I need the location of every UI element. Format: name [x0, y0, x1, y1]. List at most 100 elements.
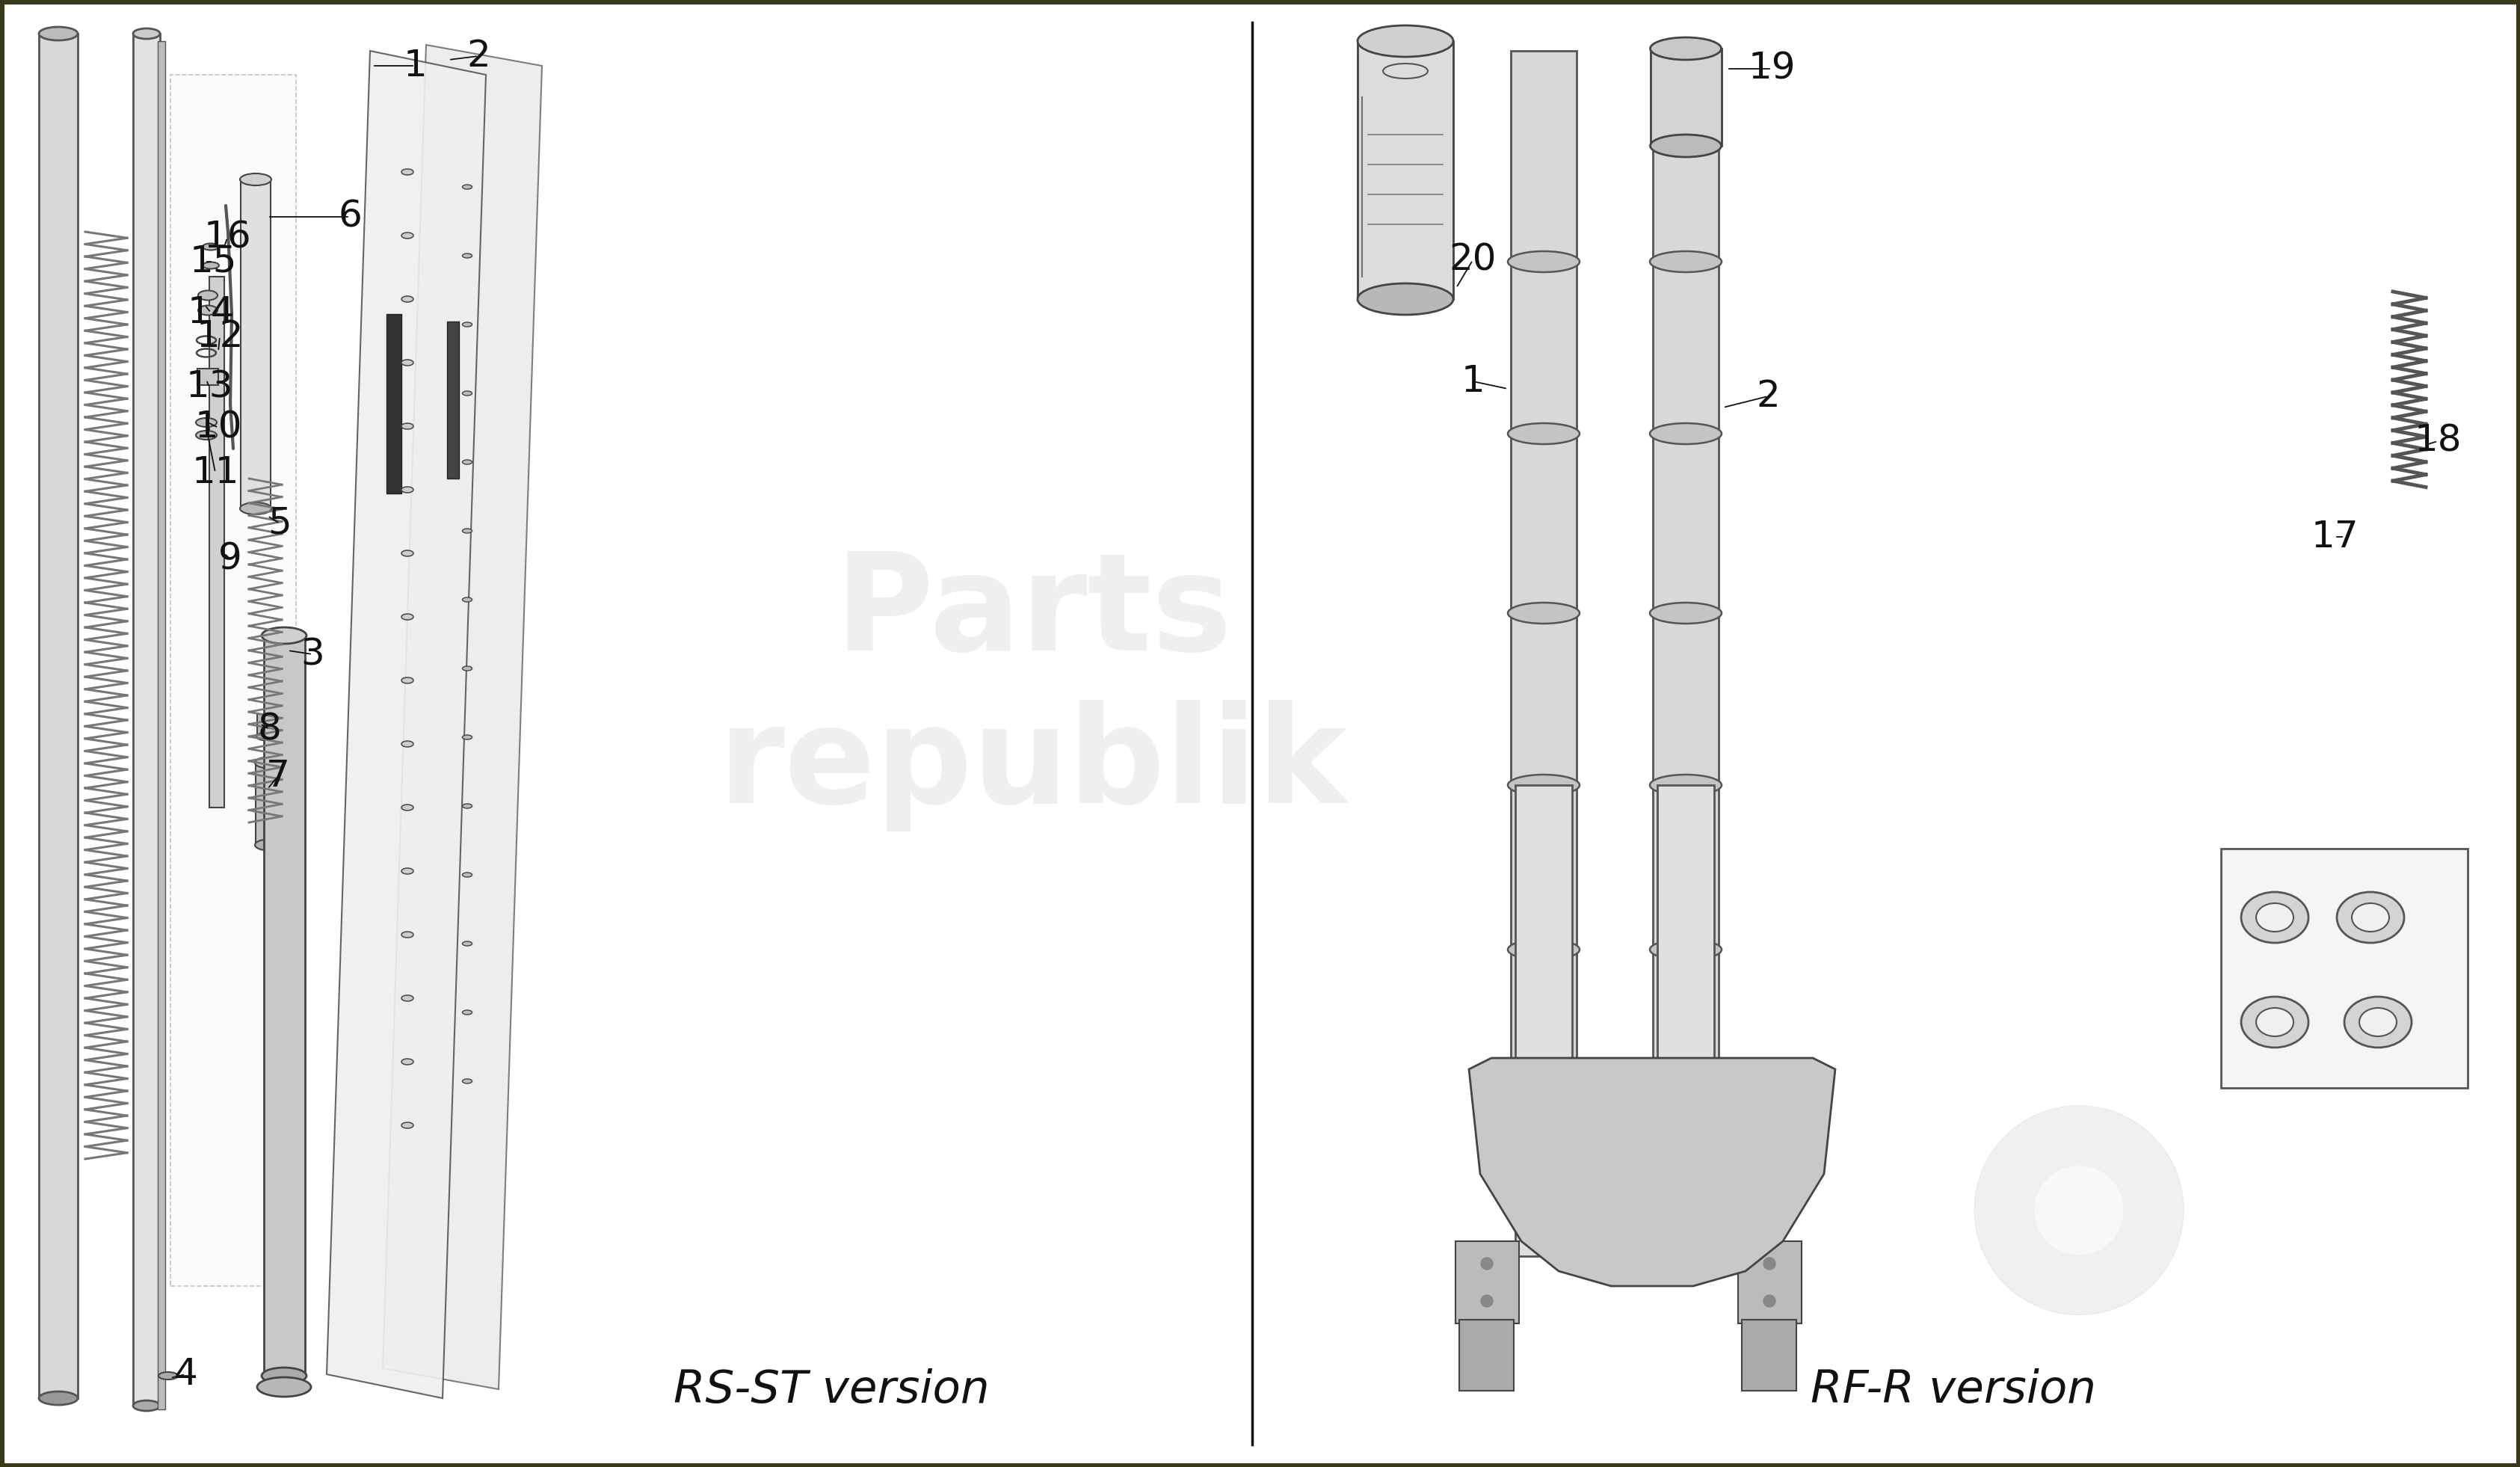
Ellipse shape	[401, 868, 413, 874]
Ellipse shape	[1507, 603, 1580, 623]
Ellipse shape	[2336, 892, 2404, 943]
Ellipse shape	[461, 735, 471, 739]
Ellipse shape	[461, 185, 471, 189]
Circle shape	[1482, 1295, 1492, 1307]
Ellipse shape	[2351, 904, 2389, 932]
Ellipse shape	[2359, 1008, 2397, 1036]
Ellipse shape	[197, 418, 217, 427]
Text: 13: 13	[186, 370, 232, 405]
Ellipse shape	[1651, 775, 1721, 795]
Ellipse shape	[461, 528, 471, 533]
Bar	[38, 34, 78, 1398]
Text: 3: 3	[300, 637, 325, 672]
Ellipse shape	[38, 1392, 78, 1405]
Bar	[1459, 1320, 1515, 1391]
Ellipse shape	[401, 932, 413, 937]
Ellipse shape	[401, 741, 413, 747]
Bar	[255, 763, 282, 845]
Ellipse shape	[1507, 775, 1580, 795]
Text: 14: 14	[186, 295, 234, 330]
Text: Parts
republik: Parts republik	[718, 547, 1348, 832]
Ellipse shape	[461, 942, 471, 946]
Ellipse shape	[262, 628, 307, 644]
Ellipse shape	[401, 233, 413, 239]
Ellipse shape	[2255, 1008, 2293, 1036]
Ellipse shape	[1358, 25, 1454, 57]
Text: 11: 11	[192, 455, 239, 490]
Ellipse shape	[461, 1011, 471, 1015]
Ellipse shape	[159, 1372, 179, 1379]
Ellipse shape	[401, 1122, 413, 1128]
Ellipse shape	[1507, 939, 1580, 959]
Bar	[1739, 1241, 1802, 1323]
Text: 17: 17	[2311, 519, 2359, 555]
Text: 10: 10	[194, 409, 242, 446]
Ellipse shape	[255, 757, 282, 769]
Bar	[1653, 51, 1719, 1106]
Bar	[386, 314, 401, 493]
Polygon shape	[328, 51, 486, 1398]
Ellipse shape	[461, 323, 471, 327]
Text: 4: 4	[174, 1357, 197, 1392]
Ellipse shape	[2255, 904, 2293, 932]
Ellipse shape	[1507, 251, 1580, 273]
Bar	[1457, 1241, 1520, 1323]
Bar	[2220, 848, 2467, 1089]
Bar	[159, 41, 166, 1410]
Ellipse shape	[38, 26, 78, 41]
Text: 20: 20	[1449, 242, 1497, 279]
Text: 1: 1	[403, 48, 426, 84]
Text: RS-ST version: RS-ST version	[673, 1369, 990, 1413]
Ellipse shape	[1651, 251, 1721, 273]
Ellipse shape	[255, 839, 282, 851]
Text: 8: 8	[257, 711, 282, 747]
Bar	[1358, 41, 1454, 299]
Ellipse shape	[257, 1378, 310, 1397]
Polygon shape	[383, 45, 542, 1389]
Bar	[1515, 785, 1572, 1256]
Bar	[1658, 785, 1714, 1256]
Ellipse shape	[134, 28, 159, 40]
Bar	[446, 321, 459, 478]
Text: 6: 6	[338, 200, 363, 235]
Text: 2: 2	[466, 38, 491, 73]
Circle shape	[1973, 1106, 2185, 1314]
Ellipse shape	[401, 169, 413, 175]
Bar	[209, 277, 224, 807]
Ellipse shape	[1507, 422, 1580, 445]
Polygon shape	[1469, 1058, 1835, 1287]
Ellipse shape	[461, 1078, 471, 1084]
Ellipse shape	[461, 804, 471, 808]
Circle shape	[2036, 1166, 2122, 1254]
Ellipse shape	[401, 359, 413, 365]
Ellipse shape	[461, 254, 471, 258]
Bar	[242, 179, 270, 509]
Circle shape	[1764, 1257, 1777, 1269]
Bar	[1741, 1320, 1797, 1391]
Ellipse shape	[257, 732, 277, 741]
Ellipse shape	[202, 263, 219, 268]
Ellipse shape	[401, 678, 413, 684]
Ellipse shape	[262, 1367, 307, 1383]
Text: 9: 9	[219, 541, 242, 577]
Bar	[171, 75, 295, 1287]
Ellipse shape	[401, 422, 413, 430]
Ellipse shape	[461, 666, 471, 670]
Bar	[1512, 51, 1578, 1106]
Ellipse shape	[1651, 603, 1721, 623]
Ellipse shape	[239, 503, 272, 515]
Ellipse shape	[461, 873, 471, 877]
Ellipse shape	[199, 290, 217, 301]
Ellipse shape	[461, 459, 471, 465]
Ellipse shape	[401, 550, 413, 556]
Ellipse shape	[461, 597, 471, 601]
Ellipse shape	[199, 305, 217, 315]
Circle shape	[1764, 1295, 1777, 1307]
Bar	[265, 635, 305, 1376]
Text: 15: 15	[189, 244, 237, 280]
Ellipse shape	[1651, 135, 1721, 157]
Ellipse shape	[401, 804, 413, 810]
Ellipse shape	[401, 296, 413, 302]
Circle shape	[1482, 1257, 1492, 1269]
Ellipse shape	[461, 392, 471, 396]
